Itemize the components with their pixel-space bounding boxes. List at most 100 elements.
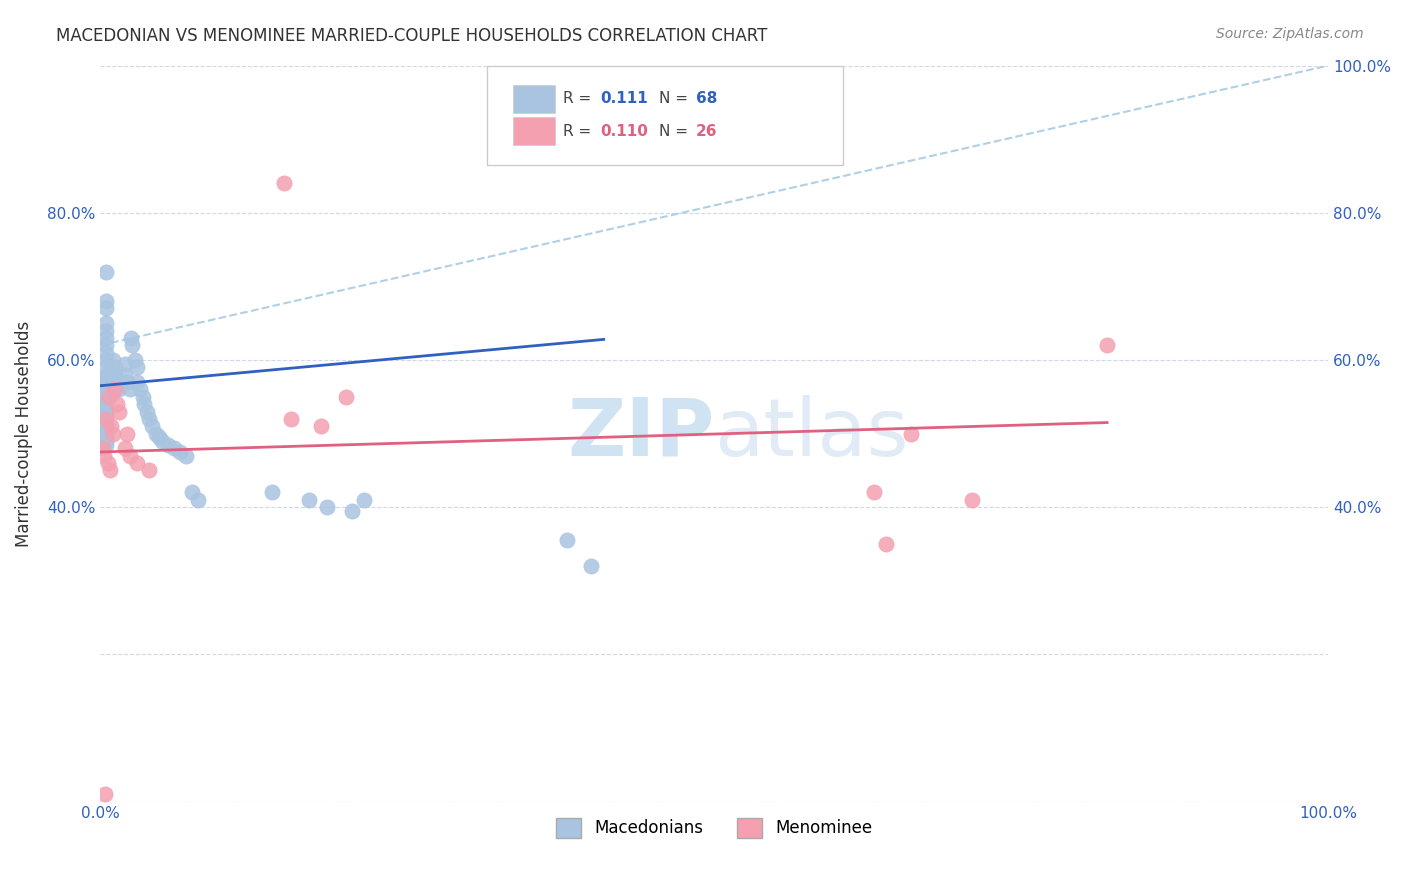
Point (96, 401, 118, 415)
Point (97, 390, 120, 404)
Point (104, 360, 127, 375)
Point (96, 386, 118, 401)
Point (118, 449, 141, 463)
Point (900, 426, 922, 441)
Point (132, 390, 155, 404)
Point (117, 426, 139, 441)
Text: MACEDONIAN VS MENOMINEE MARRIED-COUPLE HOUSEHOLDS CORRELATION CHART: MACEDONIAN VS MENOMINEE MARRIED-COUPLE H… (56, 27, 768, 45)
Point (187, 492, 209, 507)
Point (555, 533, 578, 548)
Point (107, 404, 129, 418)
Point (100, 419, 122, 434)
Point (96, 423, 118, 437)
Y-axis label: Married-couple Households: Married-couple Households (15, 320, 32, 547)
Text: 26: 26 (696, 124, 717, 138)
Point (101, 378, 124, 392)
Point (107, 383, 129, 397)
Text: ZIP: ZIP (567, 394, 714, 473)
Point (96, 301, 118, 316)
Text: 0.111: 0.111 (600, 91, 648, 106)
Point (163, 442, 186, 456)
Point (96, 404, 118, 418)
Point (316, 500, 339, 515)
Point (174, 449, 197, 463)
Point (121, 338, 143, 352)
Point (127, 456, 149, 470)
Point (875, 537, 897, 551)
Point (107, 375, 129, 389)
FancyBboxPatch shape (486, 66, 844, 165)
Point (581, 559, 603, 574)
Point (96, 360, 118, 375)
Point (98, 463, 121, 477)
Point (101, 426, 124, 441)
Point (120, 331, 142, 345)
Text: R =: R = (564, 124, 596, 138)
Text: Source: ZipAtlas.com: Source: ZipAtlas.com (1216, 27, 1364, 41)
Point (96, 393, 118, 408)
Text: atlas: atlas (714, 394, 908, 473)
Point (101, 353, 124, 368)
Text: 0.110: 0.110 (600, 124, 648, 138)
Point (94, 787, 117, 801)
Point (141, 419, 163, 434)
Point (148, 430, 170, 444)
Point (309, 419, 332, 434)
Text: N =: N = (659, 124, 693, 138)
Point (101, 386, 124, 401)
Point (96, 371, 118, 385)
Point (114, 442, 136, 456)
Point (96, 426, 118, 441)
Point (96, 368, 118, 382)
Point (298, 492, 321, 507)
Point (960, 492, 983, 507)
Text: 68: 68 (696, 91, 717, 106)
Point (181, 485, 204, 500)
Point (96, 434, 118, 448)
Point (96, 353, 118, 368)
Point (104, 368, 127, 382)
Point (96, 316, 118, 330)
Point (150, 434, 173, 448)
Point (117, 375, 139, 389)
Point (96, 416, 118, 430)
Point (96, 331, 118, 345)
Point (340, 504, 363, 518)
Point (127, 375, 149, 389)
Point (107, 397, 129, 411)
Point (96, 408, 118, 422)
Point (96, 412, 118, 426)
Point (96, 324, 118, 338)
FancyBboxPatch shape (513, 85, 554, 112)
Point (96, 437, 118, 451)
Point (127, 360, 149, 375)
Point (96, 338, 118, 352)
Point (118, 383, 141, 397)
Point (134, 397, 156, 411)
Point (114, 368, 136, 382)
Point (138, 463, 160, 477)
Point (169, 445, 191, 459)
Point (128, 383, 150, 397)
Point (96, 265, 118, 279)
Point (93, 449, 115, 463)
Point (145, 426, 167, 441)
Point (96, 378, 118, 392)
Point (262, 485, 284, 500)
Point (156, 437, 179, 451)
Point (96, 345, 118, 359)
Text: N =: N = (659, 91, 693, 106)
Point (862, 485, 884, 500)
FancyBboxPatch shape (513, 117, 554, 145)
Point (135, 404, 157, 418)
Point (1095, 338, 1118, 352)
Point (96, 430, 118, 444)
Point (335, 390, 357, 404)
Point (114, 357, 136, 371)
Point (96, 390, 118, 404)
Point (101, 371, 124, 385)
Legend: Macedonians, Menominee: Macedonians, Menominee (550, 811, 879, 845)
Point (96, 397, 118, 411)
Point (280, 412, 302, 426)
Point (96, 412, 118, 426)
